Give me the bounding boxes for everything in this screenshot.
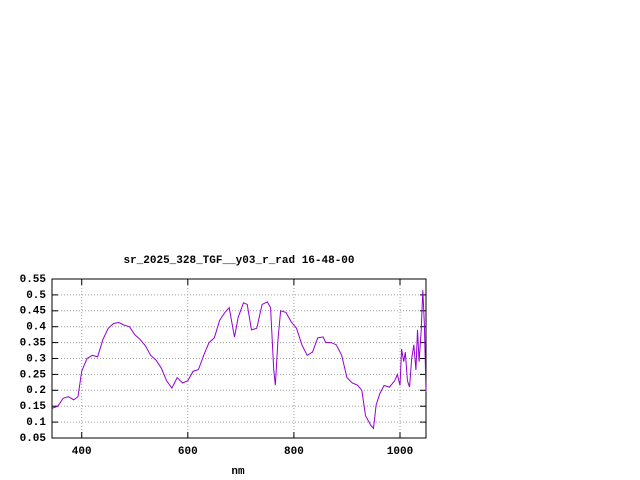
x-tick-label: 400 [72,446,92,458]
x-tick-label: 800 [284,446,304,458]
chart-title: sr_2025_328_TGF__y03_r_rad 16-48-00 [123,255,354,267]
x-tick-label: 1000 [387,446,413,458]
y-tick-label: 0.45 [20,306,47,318]
plot-frame [51,278,427,439]
y-tick-label: 0.1 [26,417,46,429]
y-tick-label: 0.05 [20,433,47,445]
spectrum-line [52,290,427,430]
y-tick-label: 0.25 [20,369,47,381]
x-axis-label: nm [231,466,245,478]
y-tick-label: 0.15 [20,401,47,413]
y-tick-label: 0.3 [26,353,46,365]
y-tick-label: 0.2 [26,385,46,397]
y-tick-label: 0.35 [20,338,47,350]
y-tick-label: 0.5 [26,290,46,302]
y-tick-label: 0.55 [20,274,47,286]
y-tick-label: 0.4 [26,322,46,334]
x-tick-label: 600 [178,446,198,458]
